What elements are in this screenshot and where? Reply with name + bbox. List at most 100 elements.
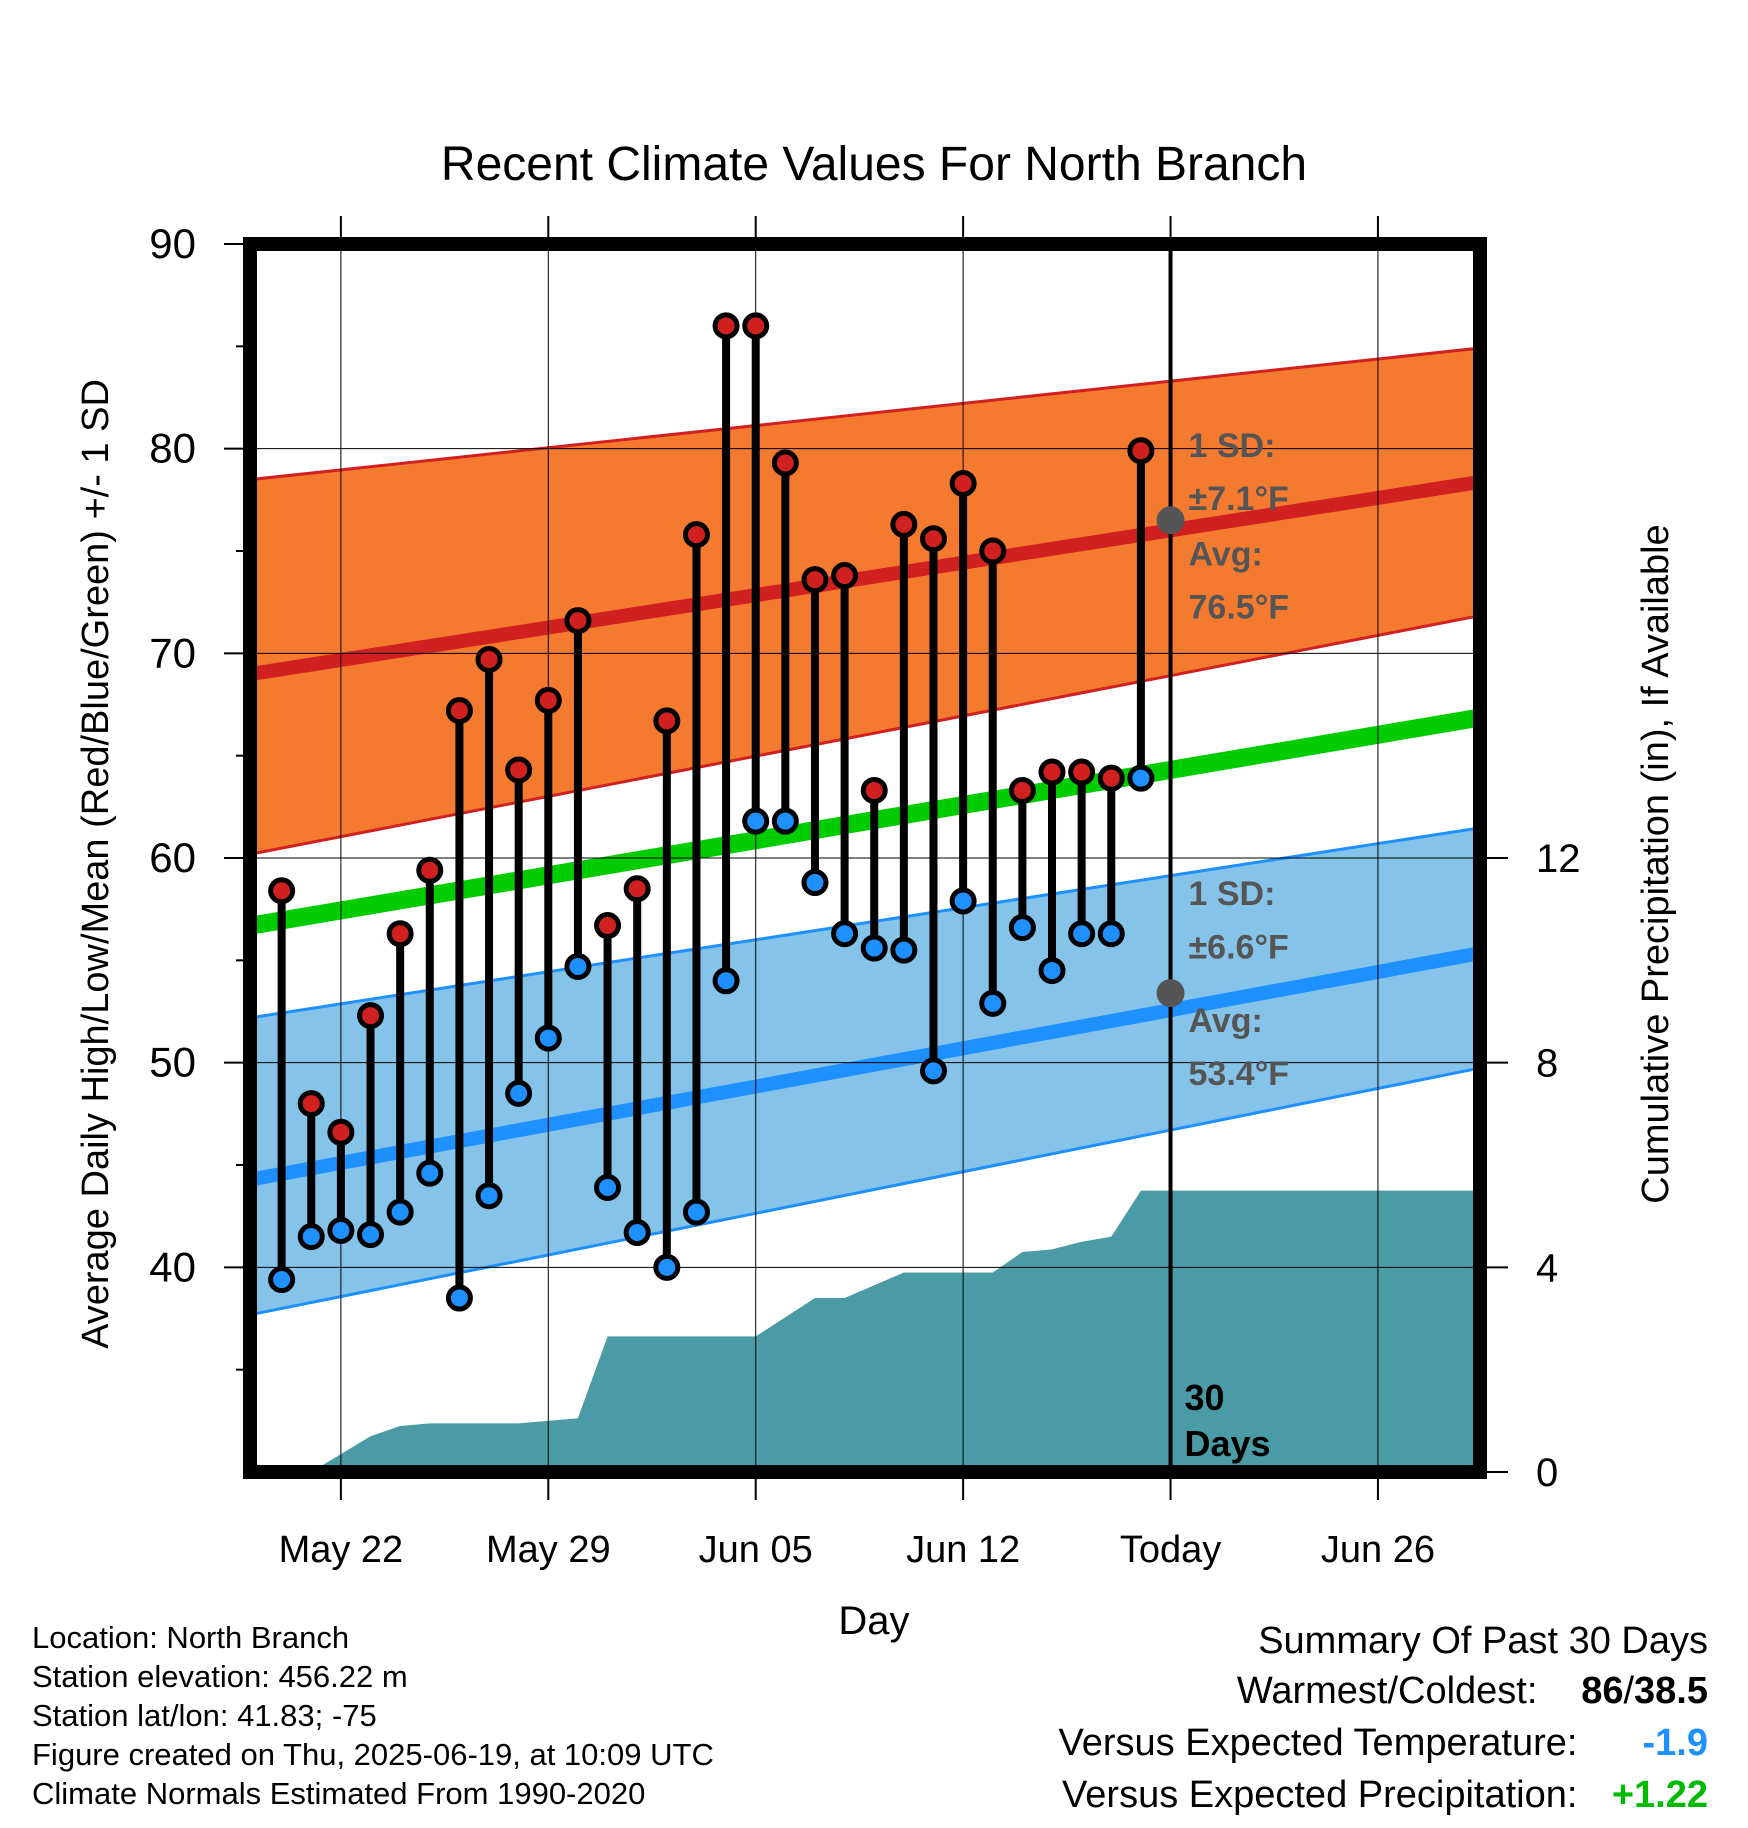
daily-low-point: [1068, 920, 1096, 948]
summary-panel: Summary Of Past 30 Days Warmest/Coldest:…: [808, 1620, 1708, 1820]
summary-precip-value: +1.22: [1611, 1774, 1708, 1816]
daily-high-point: [1068, 758, 1096, 786]
daily-low-point: [416, 1159, 444, 1187]
daily-high-point: [386, 920, 414, 948]
daily-low-point: [919, 1057, 947, 1085]
daily-high-point: [919, 525, 947, 553]
daily-low-point: [712, 967, 740, 995]
high-upper-line: [251, 346, 1480, 481]
low-sd-title: 1 SD:: [1189, 875, 1276, 913]
x-tick-label: May 29: [486, 1529, 611, 1571]
daily-low-point: [475, 1182, 503, 1210]
daily-low-point: [357, 1221, 385, 1249]
daily-low-point: [1008, 914, 1036, 942]
daily-low-point: [890, 936, 918, 964]
daily-high-point: [445, 697, 473, 725]
y-tick-label: 60: [149, 834, 196, 881]
daily-high-point: [475, 645, 503, 673]
x-tick-label: Jun 05: [699, 1529, 813, 1571]
high-sd-title: 1 SD:: [1189, 427, 1276, 465]
daily-low-point: [860, 934, 888, 962]
summary-warmest-separator: /: [1623, 1670, 1635, 1712]
daily-low-point: [505, 1079, 533, 1107]
daily-high-point: [505, 756, 533, 784]
high-normal-line: [250, 474, 1480, 681]
daily-low-point: [1038, 957, 1066, 985]
daily-low-point: [742, 807, 770, 835]
summary-temp-row: Versus Expected Temperature: -1.9: [1059, 1722, 1708, 1765]
daily-high-point: [1038, 758, 1066, 786]
daily-low-point: [682, 1198, 710, 1226]
daily-high-point: [268, 877, 296, 905]
daily-high-point: [327, 1118, 355, 1146]
daily-high-point: [979, 537, 1007, 565]
precip-area: [281, 1190, 1480, 1472]
summary-precip-label: Versus Expected Precipitation:: [1062, 1774, 1578, 1816]
daily-high-point: [949, 469, 977, 497]
daily-high-point: [712, 312, 740, 340]
daily-high-point: [860, 776, 888, 804]
daily-high-point: [534, 686, 562, 714]
daily-high-point: [890, 510, 918, 538]
plot-inner: [250, 346, 1480, 1472]
daily-low-point: [771, 807, 799, 835]
daily-high-point: [801, 566, 829, 594]
daily-low-point: [979, 989, 1007, 1017]
daily-low-point: [831, 920, 859, 948]
daily-high-point: [1127, 437, 1155, 465]
daily-low-point: [327, 1216, 355, 1244]
daily-low-point: [534, 1024, 562, 1052]
daily-low-point: [623, 1219, 651, 1247]
summary-title: Summary Of Past 30 Days: [1258, 1620, 1708, 1662]
daily-low-point: [268, 1266, 296, 1294]
daily-high-point: [357, 1002, 385, 1030]
daily-low-point: [445, 1284, 473, 1312]
low-avg-title: Avg:: [1189, 1002, 1263, 1040]
y-tick-label: 80: [149, 425, 196, 472]
summary-warmest-row: Warmest/Coldest: 86/38.5: [1237, 1670, 1708, 1713]
summary-warmest-label: Warmest/Coldest:: [1236, 1670, 1538, 1712]
high-avg-title: Avg:: [1189, 535, 1263, 573]
daily-low-point: [801, 869, 829, 897]
y2-tick-label: 4: [1536, 1246, 1558, 1290]
info-elevation: Station elevation: 456.22 m: [32, 1659, 408, 1694]
daily-low-point: [949, 887, 977, 915]
summary-warmest-high: 86: [1581, 1670, 1624, 1712]
summary-coldest-low: 38.5: [1634, 1670, 1708, 1712]
daily-low-point: [386, 1198, 414, 1226]
daily-high-point: [623, 875, 651, 903]
daily-high-point: [831, 562, 859, 590]
low-avg-value: 53.4°F: [1189, 1055, 1290, 1093]
daily-low-point: [653, 1253, 681, 1281]
high-avg-value: 76.5°F: [1189, 589, 1290, 627]
summary-precip-row: Versus Expected Precipitation: +1.22: [1062, 1774, 1708, 1817]
today-high-avg-marker: [1156, 506, 1185, 535]
info-created: Figure created on Thu, 2025-06-19, at 10…: [32, 1737, 714, 1772]
daily-high-point: [742, 312, 770, 340]
daily-high-point: [1008, 776, 1036, 804]
daily-high-point: [297, 1090, 325, 1118]
daily-low-point: [1097, 920, 1125, 948]
x-tick-label: Jun 26: [1321, 1529, 1435, 1571]
daily-low-point: [564, 952, 592, 980]
info-normals: Climate Normals Estimated From 1990-2020: [32, 1776, 646, 1811]
daily-high-point: [594, 912, 622, 940]
high-sd-band: [252, 348, 1480, 854]
gridlines: [250, 243, 1480, 1472]
daily-high-point: [653, 707, 681, 735]
high-sd-value: ±7.1°F: [1189, 480, 1289, 518]
info-latlon: Station lat/lon: 41.83; -75: [32, 1698, 377, 1733]
daily-low-point: [594, 1174, 622, 1202]
daily-low-point: [1127, 764, 1155, 792]
info-location: Location: North Branch: [32, 1620, 350, 1655]
daily-high-point: [682, 521, 710, 549]
daily-high-point: [1097, 764, 1125, 792]
station-info: Location: North Branch Station elevation…: [32, 1618, 714, 1813]
x-tick-label: Jun 12: [906, 1529, 1020, 1571]
y2-tick-label: 12: [1536, 837, 1581, 881]
y-tick-label: 90: [149, 220, 196, 267]
y2-tick-label: 8: [1536, 1042, 1558, 1086]
x-axis-label: Day: [838, 1599, 909, 1643]
chart-title: Recent Climate Values For North Branch: [441, 138, 1307, 191]
